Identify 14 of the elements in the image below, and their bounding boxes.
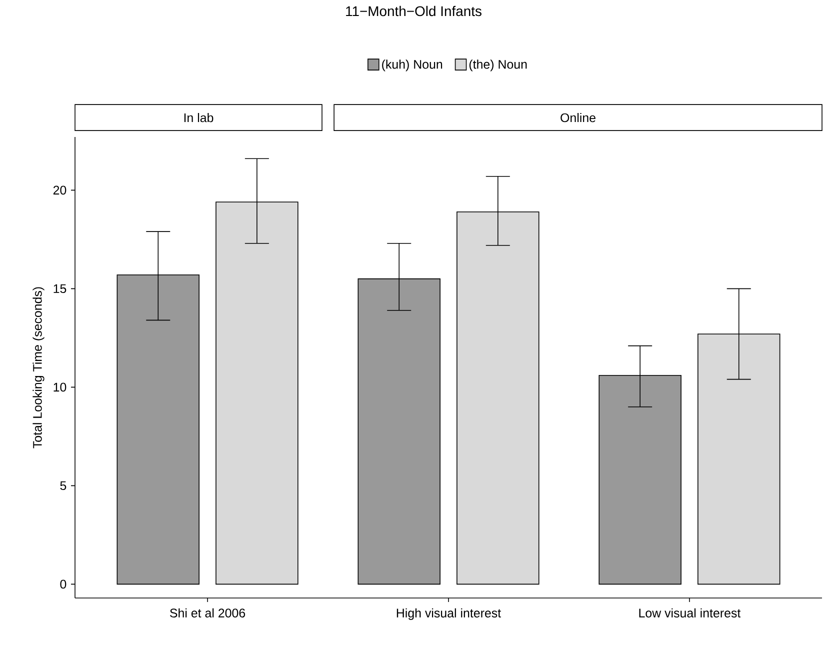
y-axis-title: Total Looking Time (seconds) (32, 287, 44, 448)
text: In lab (184, 113, 214, 122)
y-tick-label: 10 (54, 382, 66, 392)
legend-label: (the) Noun (469, 60, 527, 72)
x-tick-label: Low visual interest (639, 608, 741, 618)
y-tick-label: 0 (60, 580, 66, 589)
y-tick-label: 5 (60, 481, 66, 490)
chart-title: 11−Month−Old Infants (346, 6, 482, 16)
y-tick-label: 20 (53, 186, 66, 195)
x-tick-label: High visual interest (396, 608, 501, 620)
legend-label: (kuh) Noun (382, 60, 442, 72)
text: Online (560, 113, 596, 122)
y-tick-label: 15 (54, 284, 66, 294)
x-tick-label: Shi et al 2006 (170, 608, 246, 618)
